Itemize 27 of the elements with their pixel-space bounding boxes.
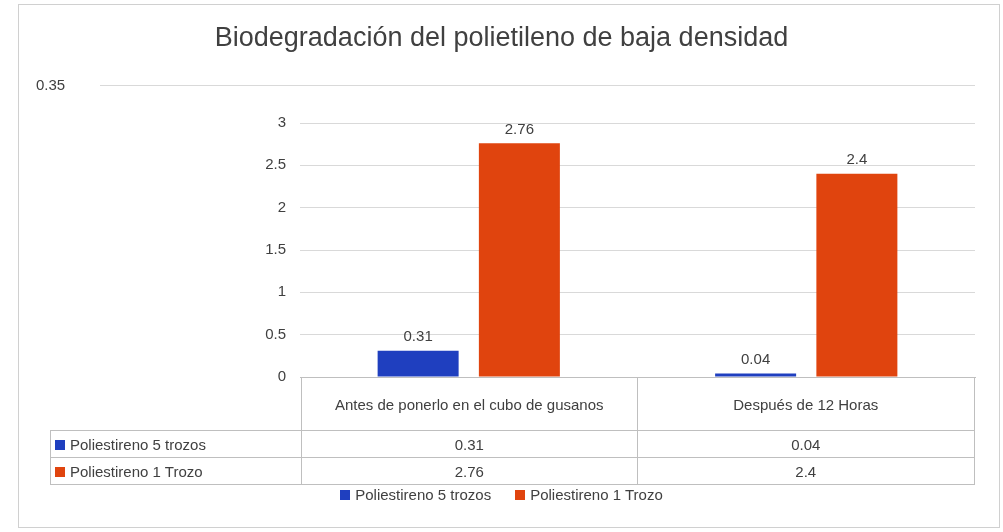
y-tick-label: 2 (277, 197, 286, 215)
text: 0.04 (741, 350, 771, 368)
chart-title: Biodegradación del polietileno de baja densidad (213, 22, 790, 53)
y-tick-label: 2.5 (265, 155, 286, 173)
bar (377, 350, 459, 377)
data-label: 0.04 (637, 430, 974, 458)
data-label: 2.4 (637, 457, 974, 485)
x-tick-label: Después de 12 Horas (637, 377, 974, 431)
y-tick-label: 3 (277, 113, 286, 131)
text: Poliestireno 1 Trozo (70, 462, 203, 480)
x-tick-label: Antes de ponerlo en el cubo de gusanos (301, 377, 638, 431)
bar (715, 373, 797, 377)
text: 2.76 (504, 119, 534, 137)
data-label: 2.76 (301, 457, 638, 485)
text: 2.4 (846, 150, 868, 168)
text: 0.35 (36, 76, 66, 93)
y-tick-label: 1 (277, 282, 286, 300)
legend-label: Poliestireno 5 trozos (354, 486, 492, 503)
y-tick-label: 0.5 (265, 324, 286, 342)
y-tick-label: 1.5 (265, 240, 286, 258)
bar (816, 173, 898, 377)
text: Poliestireno 5 trozos (70, 435, 206, 453)
legend-label: Poliestireno 1 Trozo (529, 486, 663, 503)
text: 0.31 (403, 327, 433, 345)
data-label: 0.31 (301, 430, 638, 458)
bar (478, 143, 560, 377)
y-tick-label: 0 (277, 367, 286, 385)
